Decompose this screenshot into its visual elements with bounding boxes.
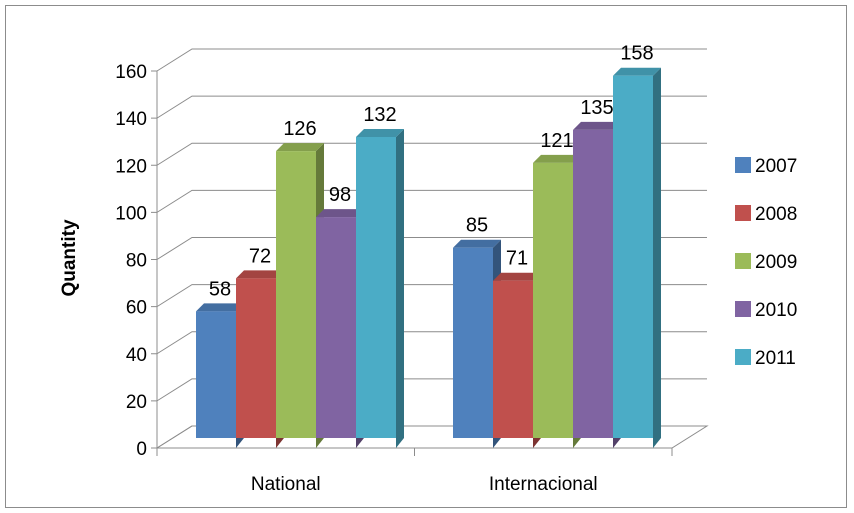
bar-top [276,143,324,152]
chart-frame [5,5,847,508]
bar-top [316,209,364,218]
legend-swatch [735,157,751,173]
x-tick-labels: National Internacional [251,474,598,495]
bar-front [196,311,236,438]
legend-label: 2009 [755,252,797,273]
bar-side [396,128,404,448]
bar-national-2011 [356,128,404,448]
x-tick-label: National [251,474,321,495]
bar-front [493,280,533,438]
bar-front [276,151,316,439]
bar-side [653,67,661,449]
data-label: 158 [620,43,653,65]
y-tick-label: 0 [136,439,147,460]
data-label: 121 [540,130,573,152]
y-tick-label: 40 [126,345,147,366]
data-label: 132 [363,104,396,126]
legend-swatch [735,301,751,317]
data-labels: 58 72 126 98 132 85 71 121 135 158 [209,43,654,301]
bar-front [573,129,613,438]
bar-internacional-2011 [613,67,661,449]
data-label: 72 [249,245,271,267]
gridline [156,95,707,119]
data-label: 135 [580,97,613,119]
axes [151,70,673,456]
gridline [156,142,707,166]
legend-label: 2010 [755,300,797,321]
y-tick-label: 100 [115,203,147,224]
legend-item-2008: 2008 [735,204,797,225]
bar-front [613,75,653,439]
y-tick-label: 140 [115,109,147,130]
data-label: 71 [506,248,528,270]
legend-item-2011: 2011 [735,348,796,369]
x-tick-label: Internacional [489,474,598,495]
y-tick-labels: 0 20 40 60 80 100 120 140 160 [115,62,147,460]
bar-top [236,270,284,279]
legend-item-2007: 2007 [735,156,797,177]
bar-top [356,128,404,137]
bar-front [533,162,573,439]
bar-top [453,239,501,248]
y-tick-label: 60 [126,298,147,319]
bars [196,67,661,449]
legend-label: 2007 [755,156,797,177]
y-tick-label: 120 [115,156,147,177]
legend-swatch [735,205,751,221]
data-label: 85 [466,215,488,237]
bar-top [573,121,621,130]
legend-item-2009: 2009 [735,252,797,273]
bar-top [613,67,661,76]
legend-swatch [735,253,751,269]
legend-swatch [735,349,751,365]
bar-top [196,303,244,312]
legend: 2007 2008 2009 2010 2011 [735,156,797,369]
bar-front [236,278,276,438]
y-axis-label: Quantity [59,219,80,296]
data-label: 126 [283,118,316,140]
bar-top [533,154,581,163]
bar-front [356,136,396,438]
y-tick-label: 80 [126,251,147,272]
legend-label: 2011 [755,348,796,369]
bar-front [453,247,493,438]
legend-label: 2008 [755,204,797,225]
y-tick-label: 20 [126,392,147,413]
data-label: 58 [209,278,231,300]
y-tick-label: 160 [115,62,147,83]
bar-front [316,217,356,438]
data-label: 98 [329,184,351,206]
gridline [156,48,707,72]
legend-item-2010: 2010 [735,300,797,321]
bar-top [493,272,541,281]
